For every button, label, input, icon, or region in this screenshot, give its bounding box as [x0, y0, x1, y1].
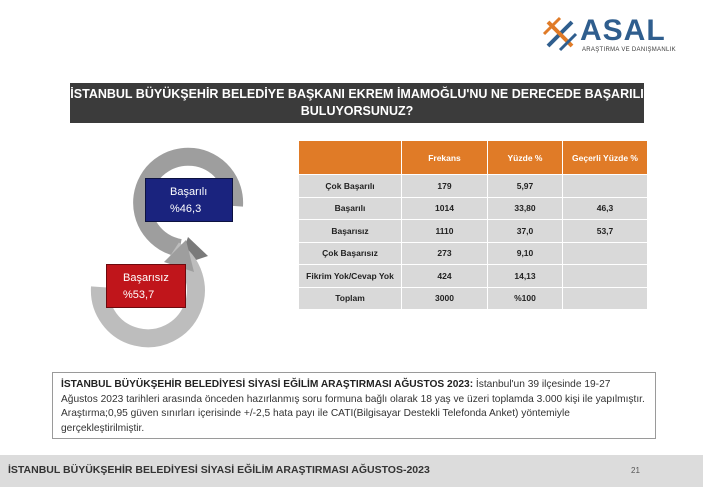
question-title-line-2: BULUYORSUNUZ?	[300, 104, 414, 118]
row-label: Başarılı	[298, 196, 402, 220]
table-row: Fikrim Yok/Cevap Yok 424 14,13	[298, 264, 648, 288]
row-label: Çok Başarılı	[298, 174, 402, 198]
table-row: Başarılı 1014 33,80 46,3	[298, 196, 648, 220]
row-yuzde: 14,13	[487, 264, 563, 288]
success-label: Başarılı	[170, 186, 208, 198]
row-gecerli	[562, 286, 648, 310]
table-row: Başarısız 1110 37,0 53,7	[298, 219, 648, 243]
row-yuzde: 37,0	[487, 219, 563, 243]
note-text: İstanbul'un 39 ilçesinde 19-27 Ağustos 2…	[61, 379, 645, 434]
table-row: Çok Başarılı 179 5,97	[298, 174, 648, 198]
row-frekans: 1014	[401, 196, 488, 220]
row-label: Başarısız	[298, 219, 402, 243]
asal-logo-mark-icon	[542, 16, 578, 52]
row-yuzde: 5,97	[487, 174, 563, 198]
row-frekans: 3000	[401, 286, 488, 310]
table-row: Çok Başarısız 273 9,10	[298, 241, 648, 265]
row-frekans: 179	[401, 174, 488, 198]
row-frekans: 1110	[401, 219, 488, 243]
footer-title: İSTANBUL BÜYÜKŞEHİR BELEDİYESİ SİYASİ EĞ…	[8, 464, 430, 476]
header-frekans: Frekans	[401, 140, 488, 175]
fail-box: Başarısız %53,7	[106, 264, 186, 308]
success-value: %46,3	[170, 203, 202, 215]
row-gecerli	[562, 241, 648, 265]
header-gecerli-yuzde: Geçerli Yüzde %	[562, 140, 648, 175]
success-box: Başarılı %46,3	[145, 178, 233, 222]
logo-subtitle: ARAŞTIRMA VE DANIŞMANLIK	[582, 47, 676, 53]
row-frekans: 273	[401, 241, 488, 265]
logo-name: ASAL	[580, 14, 666, 47]
methodology-note: İSTANBUL BÜYÜKŞEHİR BELEDİYESİ SİYASİ EĞ…	[52, 372, 656, 439]
row-yuzde: %100	[487, 286, 563, 310]
row-label: Çok Başarısız	[298, 241, 402, 265]
table-row: Toplam 3000 %100	[298, 286, 648, 310]
asal-logo: ASAL ARAŞTIRMA VE DANIŞMANLIK	[542, 14, 676, 60]
footer: İSTANBUL BÜYÜKŞEHİR BELEDİYESİ SİYASİ EĞ…	[0, 455, 703, 487]
question-title-line-1: İSTANBUL BÜYÜKŞEHİR BELEDİYE BAŞKANI EKR…	[70, 87, 644, 101]
row-gecerli: 53,7	[562, 219, 648, 243]
question-title: İSTANBUL BÜYÜKŞEHİR BELEDİYE BAŞKANI EKR…	[70, 83, 644, 123]
page-number: 21	[631, 466, 640, 475]
row-gecerli	[562, 174, 648, 198]
row-label: Toplam	[298, 286, 402, 310]
note-heading: İSTANBUL BÜYÜKŞEHİR BELEDİYESİ SİYASİ EĞ…	[61, 379, 474, 390]
header-yuzde: Yüzde %	[487, 140, 563, 175]
table-header-row: Frekans Yüzde % Geçerli Yüzde %	[298, 140, 648, 175]
results-table: Frekans Yüzde % Geçerli Yüzde % Çok Başa…	[298, 140, 648, 310]
fail-label: Başarısız	[123, 272, 169, 284]
row-frekans: 424	[401, 264, 488, 288]
row-yuzde: 33,80	[487, 196, 563, 220]
fail-value: %53,7	[123, 289, 155, 301]
row-gecerli	[562, 264, 648, 288]
row-label: Fikrim Yok/Cevap Yok	[298, 264, 402, 288]
header-blank	[298, 140, 402, 175]
row-yuzde: 9,10	[487, 241, 563, 265]
row-gecerli: 46,3	[562, 196, 648, 220]
